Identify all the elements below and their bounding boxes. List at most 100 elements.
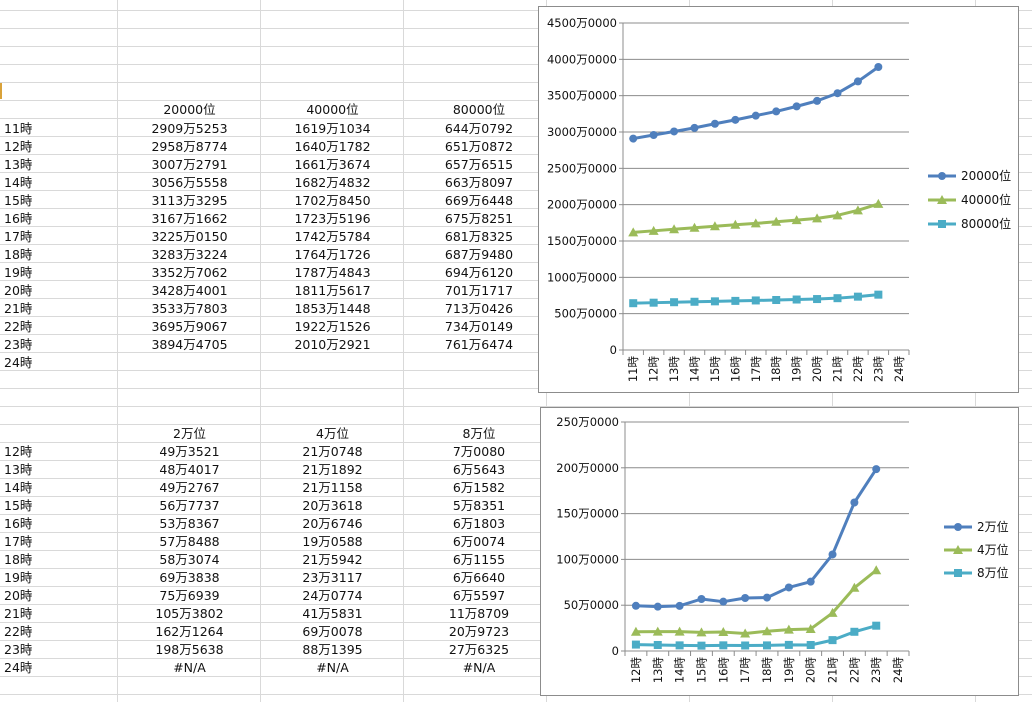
table-1-cell[interactable]: 2958万8774 (151, 139, 228, 154)
table-2-cell[interactable]: 49万2767 (159, 480, 220, 495)
line-chart-2[interactable]: 0 50万0000 100万0000 150万0000 200万0000 250万0000… (540, 407, 1019, 696)
table-2-cell[interactable]: 162万1264 (155, 624, 224, 639)
table-1-row-label[interactable]: 18時 (4, 247, 33, 262)
table-2-cell[interactable]: 6万1803 (452, 516, 506, 531)
table-2-cell[interactable]: 69万0078 (302, 624, 363, 639)
table-1-cell[interactable]: 3352万7062 (151, 265, 228, 280)
table-1-cell[interactable]: 675万8251 (444, 211, 514, 226)
table-1-cell[interactable]: 1787万4843 (294, 265, 371, 280)
table-1-row-label[interactable]: 22時 (4, 319, 33, 334)
table-2-cell[interactable]: #N/A (462, 660, 496, 675)
table-2-cell[interactable]: 19万0588 (302, 534, 363, 549)
table-2-cell[interactable]: #N/A (316, 660, 349, 675)
table-2-cell[interactable]: 20万3618 (302, 498, 363, 513)
table-1-cell[interactable]: 3533万7803 (151, 301, 228, 316)
table-1-row-label[interactable]: 11時 (4, 121, 33, 136)
table-2-cell[interactable]: 5万8351 (452, 498, 506, 513)
table-1-cell[interactable] (118, 354, 261, 372)
table-2-row-label[interactable]: 22時 (4, 624, 33, 639)
table-2-row-label[interactable]: 13時 (4, 462, 33, 477)
table-1-row-label[interactable]: 13時 (4, 157, 33, 172)
table-1-cell[interactable]: 2010万2921 (294, 337, 371, 352)
table-1-row-label[interactable]: 20時 (4, 283, 33, 298)
table-2-cell[interactable]: 20万9723 (448, 624, 510, 639)
table-1-cell[interactable]: 3225万0150 (151, 229, 228, 244)
table-2-cell[interactable]: 6万1155 (452, 552, 506, 567)
table-1-cell[interactable]: 1764万1726 (294, 247, 371, 262)
table-1-cell[interactable] (404, 354, 554, 372)
table-1-cell[interactable]: 1853万1448 (294, 301, 371, 316)
table-1-cell[interactable] (261, 354, 404, 372)
table-1-cell[interactable]: 1922万1526 (294, 319, 371, 334)
table-1-cell[interactable]: 1811万5617 (294, 283, 371, 298)
table-2-cell[interactable]: 6万5643 (452, 462, 506, 477)
table-1-row-label[interactable]: 15時 (4, 193, 33, 208)
table-2-cell[interactable]: 58万3074 (159, 552, 220, 567)
table-2-cell[interactable]: 41万5831 (302, 606, 363, 621)
table-2-cell[interactable]: 7万0080 (452, 444, 506, 459)
table-1-row-label[interactable]: 14時 (4, 175, 33, 190)
table-2-cell[interactable]: 27万6325 (448, 642, 510, 657)
table-2-cell[interactable]: 48万4017 (159, 462, 220, 477)
table-2-header-1[interactable]: 2万位 (173, 426, 206, 441)
table-1-cell[interactable]: 1661万3674 (294, 157, 371, 172)
table-1-cell[interactable]: 3695万9067 (151, 319, 228, 334)
table-2-header-3[interactable]: 8万位 (462, 426, 496, 441)
table-1-cell[interactable]: 694万6120 (444, 265, 514, 280)
table-2-row-label[interactable]: 20時 (4, 588, 33, 603)
table-1-cell[interactable]: 761万6474 (444, 337, 514, 352)
table-1-cell[interactable]: 3007万2791 (151, 157, 228, 172)
table-2-cell[interactable]: 21万5942 (302, 552, 363, 567)
table-1-cell[interactable]: 3113万3295 (151, 193, 228, 208)
table-1-cell[interactable]: 644万0792 (444, 121, 514, 136)
table-1-cell[interactable]: 3428万4001 (151, 283, 228, 298)
table-2-cell[interactable]: 53万8367 (159, 516, 220, 531)
table-2-cell[interactable]: 6万0074 (452, 534, 506, 549)
table-2-row-label[interactable]: 18時 (4, 552, 33, 567)
table-1-cell[interactable]: 1619万1034 (294, 121, 371, 136)
table-2-row-label[interactable]: 21時 (4, 606, 33, 621)
table-1-row-label[interactable]: 21時 (4, 301, 33, 316)
table-1-row-label[interactable]: 24時 (4, 355, 33, 370)
table-1-cell[interactable]: 3056万5558 (151, 175, 228, 190)
table-2-header-2[interactable]: 4万位 (316, 426, 349, 441)
table-2-row-label[interactable]: 24時 (4, 660, 33, 675)
table-1-cell[interactable]: 1702万8450 (294, 193, 371, 208)
table-2-cell[interactable]: 75万6939 (159, 588, 220, 603)
table-1-cell[interactable]: 1742万5784 (294, 229, 371, 244)
table-2-cell[interactable]: 24万0774 (302, 588, 363, 603)
table-1-cell[interactable]: 651万0872 (444, 139, 514, 154)
table-2-cell[interactable]: 49万3521 (159, 444, 220, 459)
table-2-cell[interactable]: 56万7737 (159, 498, 220, 513)
table-1-cell[interactable]: 3167万1662 (151, 211, 228, 226)
table-2-row-label[interactable]: 12時 (4, 444, 33, 459)
table-2-cell[interactable]: 20万6746 (302, 516, 363, 531)
table-1-cell[interactable]: 734万0149 (444, 319, 514, 334)
table-2-cell[interactable]: 69万3838 (159, 570, 220, 585)
table-1-cell[interactable]: 669万6448 (444, 193, 514, 208)
table-1-cell[interactable]: 1640万1782 (294, 139, 371, 154)
table-1-cell[interactable]: 713万0426 (444, 301, 514, 316)
table-2-cell[interactable]: 105万3802 (155, 606, 224, 621)
table-2-cell[interactable]: 88万1395 (302, 642, 363, 657)
table-2-row-label[interactable]: 14時 (4, 480, 33, 495)
table-2-cell[interactable]: #N/A (173, 660, 206, 675)
table-1-cell[interactable]: 657万6515 (444, 157, 514, 172)
table-1-cell[interactable]: 681万8325 (444, 229, 514, 244)
table-2-cell[interactable]: 6万1582 (452, 480, 506, 495)
table-1-row-label[interactable]: 19時 (4, 265, 33, 280)
table-2-row-label[interactable]: 19時 (4, 570, 33, 585)
table-1-cell[interactable]: 3283万3224 (151, 247, 228, 262)
table-2-row-label[interactable]: 17時 (4, 534, 33, 549)
table-1-header-3[interactable]: 80000位 (452, 102, 506, 117)
table-1-header-2[interactable]: 40000位 (306, 102, 359, 117)
table-1-cell[interactable]: 663万8097 (444, 175, 514, 190)
line-chart-1[interactable]: 0 500万0000 1000万0000 1500万0000 2000万0000 2500… (538, 6, 1019, 393)
table-2-cell[interactable]: 23万3117 (302, 570, 363, 585)
table-2-cell[interactable]: 57万8488 (159, 534, 220, 549)
table-2-cell[interactable]: 6万6640 (452, 570, 506, 585)
table-2-cell[interactable]: 21万0748 (302, 444, 363, 459)
table-1-row-label[interactable]: 16時 (4, 211, 33, 226)
table-2-cell[interactable]: 6万5597 (452, 588, 506, 603)
table-1-cell[interactable]: 1723万5196 (294, 211, 371, 226)
